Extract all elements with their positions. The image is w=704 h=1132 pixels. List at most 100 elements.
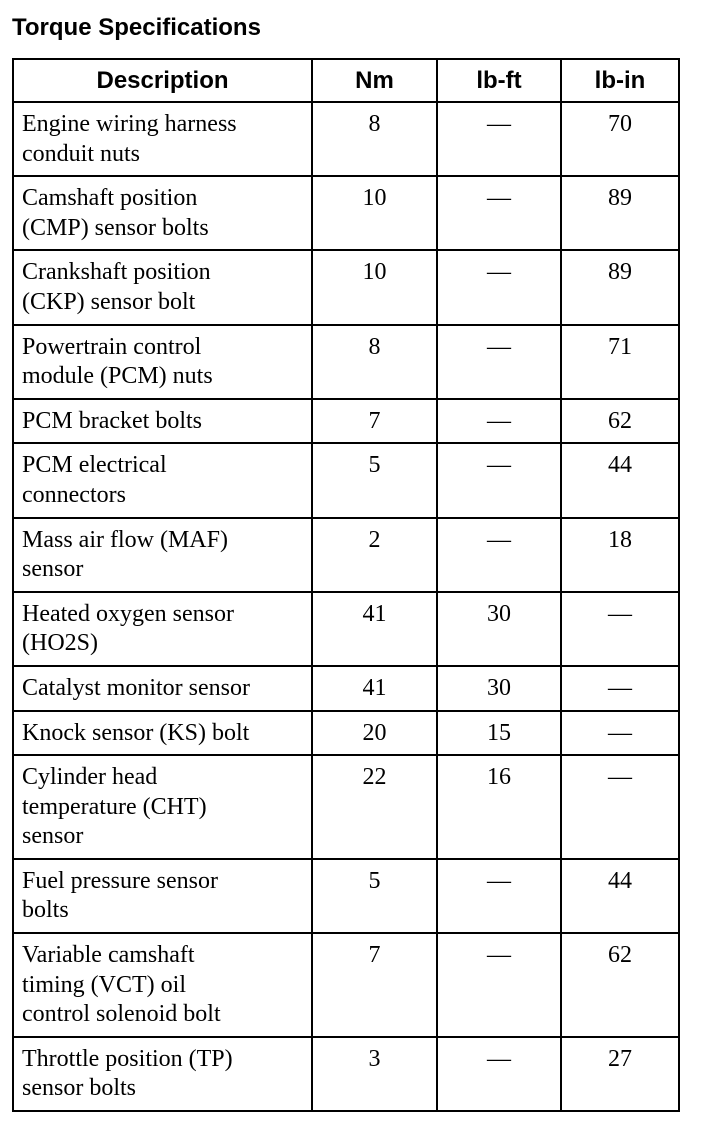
column-header: Description bbox=[12, 58, 313, 103]
table-row: Fuel pressure sensor bolts 5—44 bbox=[12, 857, 680, 935]
value-cell: 10 bbox=[311, 175, 438, 252]
value-cell: 70 bbox=[560, 100, 680, 178]
table-row: PCM bracket bolts 7—62 bbox=[12, 397, 680, 445]
description-line: sensor bbox=[22, 556, 84, 583]
value-cell: — bbox=[436, 175, 562, 252]
value-cell: 20 bbox=[311, 709, 438, 757]
table-row: Heated oxygen sensor (HO2S) 41 30— bbox=[12, 590, 680, 667]
value-cell: 8 bbox=[311, 100, 438, 178]
value-cell: 2 bbox=[311, 516, 438, 593]
value-cell: 15 bbox=[436, 709, 562, 757]
description-cell: Variable camshaft timing (VCT) oil control… bbox=[12, 932, 313, 1038]
description-cell: PCM electrical connectors bbox=[12, 442, 313, 519]
column-header: lb-ft bbox=[436, 58, 562, 103]
value-cell: — bbox=[436, 857, 562, 935]
description-line: Mass air flow (MAF) bbox=[22, 526, 228, 553]
table-row: Cylinder head temperature (CHT) sensor 22 16… bbox=[12, 754, 680, 860]
description-line: Variable camshaft bbox=[22, 942, 195, 969]
table-row: Catalyst monitor sensor 41 30— bbox=[12, 664, 680, 712]
value-cell: — bbox=[436, 100, 562, 178]
table-row: Powertrain control module (PCM) nuts 8—71 bbox=[12, 323, 680, 400]
table-body: Engine wiring harness conduit nuts 8—70 Cam… bbox=[12, 100, 680, 1113]
value-cell: — bbox=[560, 664, 680, 712]
description-line: Cylinder head bbox=[22, 764, 158, 791]
value-cell: 8 bbox=[311, 323, 438, 400]
description-cell: Mass air flow (MAF) sensor bbox=[12, 516, 313, 593]
table-row: Crankshaft position (CKP) sensor bolt 10—8… bbox=[12, 249, 680, 326]
description-line: connectors bbox=[22, 481, 126, 508]
description-cell: Knock sensor (KS) bolt bbox=[12, 709, 313, 757]
description-line: sensor bolts bbox=[22, 1075, 136, 1102]
value-cell: 62 bbox=[560, 932, 680, 1038]
value-cell: 5 bbox=[311, 857, 438, 935]
description-cell: Heated oxygen sensor (HO2S) bbox=[12, 590, 313, 667]
description-line: Throttle position (TP) bbox=[22, 1045, 233, 1072]
value-cell: 44 bbox=[560, 857, 680, 935]
value-cell: 3 bbox=[311, 1035, 438, 1113]
description-line: (CKP) sensor bolt bbox=[22, 288, 196, 315]
description-line: Powertrain control bbox=[22, 333, 202, 360]
value-cell: — bbox=[436, 516, 562, 593]
value-cell: 89 bbox=[560, 175, 680, 252]
value-cell: — bbox=[436, 249, 562, 326]
value-cell: 5 bbox=[311, 442, 438, 519]
value-cell: 62 bbox=[560, 397, 680, 445]
table-row: Mass air flow (MAF) sensor 2—18 bbox=[12, 516, 680, 593]
description-line: module (PCM) nuts bbox=[22, 363, 213, 390]
description-line: sensor bbox=[22, 823, 84, 850]
value-cell: 7 bbox=[311, 397, 438, 445]
description-cell: Catalyst monitor sensor bbox=[12, 664, 313, 712]
description-cell: Throttle position (TP) sensor bolts bbox=[12, 1035, 313, 1113]
description-line: bolts bbox=[22, 897, 69, 924]
value-cell: 71 bbox=[560, 323, 680, 400]
description-line: control solenoid bolt bbox=[22, 1001, 221, 1028]
description-cell: Crankshaft position (CKP) sensor bolt bbox=[12, 249, 313, 326]
description-line: timing (VCT) oil bbox=[22, 971, 186, 998]
value-cell: — bbox=[560, 709, 680, 757]
description-line: Heated oxygen sensor bbox=[22, 600, 234, 627]
description-cell: Powertrain control module (PCM) nuts bbox=[12, 323, 313, 400]
value-cell: 44 bbox=[560, 442, 680, 519]
table-row: Variable camshaft timing (VCT) oil control… bbox=[12, 932, 680, 1038]
value-cell: 30 bbox=[436, 664, 562, 712]
value-cell: — bbox=[560, 754, 680, 860]
description-cell: Fuel pressure sensor bolts bbox=[12, 857, 313, 935]
value-cell: — bbox=[436, 932, 562, 1038]
description-line: Camshaft position bbox=[22, 185, 198, 212]
table-row: PCM electrical connectors 5—44 bbox=[12, 442, 680, 519]
description-cell: PCM bracket bolts bbox=[12, 397, 313, 445]
value-cell: — bbox=[436, 323, 562, 400]
value-cell: — bbox=[436, 397, 562, 445]
column-header: lb-in bbox=[560, 58, 680, 103]
value-cell: — bbox=[560, 590, 680, 667]
value-cell: 41 bbox=[311, 590, 438, 667]
value-cell: 7 bbox=[311, 932, 438, 1038]
column-header: Nm bbox=[311, 58, 438, 103]
value-cell: 16 bbox=[436, 754, 562, 860]
description-line: (HO2S) bbox=[22, 630, 98, 657]
value-cell: 10 bbox=[311, 249, 438, 326]
value-cell: — bbox=[436, 442, 562, 519]
value-cell: 18 bbox=[560, 516, 680, 593]
description-cell: Engine wiring harness conduit nuts bbox=[12, 100, 313, 178]
value-cell: 41 bbox=[311, 664, 438, 712]
value-cell: — bbox=[436, 1035, 562, 1113]
torque-table: Description Nm lb-ft lb-in Engine wiring ha… bbox=[12, 58, 680, 1113]
description-cell: Camshaft position (CMP) sensor bolts bbox=[12, 175, 313, 252]
description-line: Engine wiring harness bbox=[22, 111, 237, 137]
description-line: temperature (CHT) bbox=[22, 793, 207, 820]
table-row: Camshaft position (CMP) sensor bolts 10—89 bbox=[12, 175, 680, 252]
title: Torque Specifications bbox=[12, 14, 261, 41]
description-cell: Cylinder head temperature (CHT) sensor bbox=[12, 754, 313, 860]
table-row: Throttle position (TP) sensor bolts 3—27 bbox=[12, 1035, 680, 1113]
value-cell: 89 bbox=[560, 249, 680, 326]
description-line: (CMP) sensor bolts bbox=[22, 214, 209, 241]
value-cell: 27 bbox=[560, 1035, 680, 1113]
description-line: Catalyst monitor sensor bbox=[22, 674, 250, 701]
description-line: PCM electrical bbox=[22, 452, 167, 479]
table-row: Engine wiring harness conduit nuts 8—70 bbox=[12, 100, 680, 178]
description-line: Crankshaft position bbox=[22, 259, 211, 286]
description-line: Fuel pressure sensor bbox=[22, 867, 218, 894]
description-line: Knock sensor (KS) bolt bbox=[22, 719, 250, 746]
